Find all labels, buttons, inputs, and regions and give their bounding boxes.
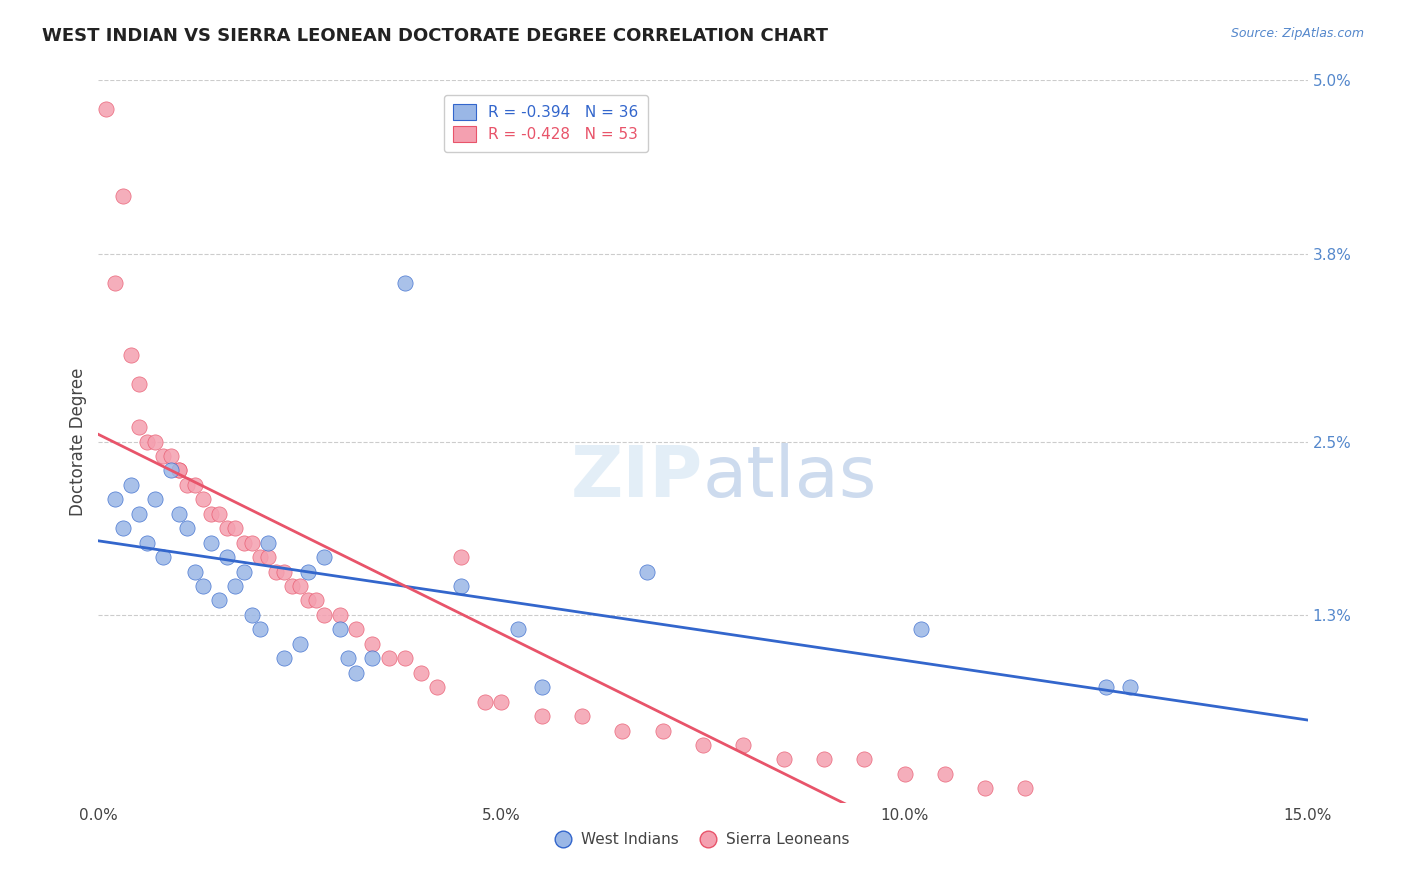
Point	[297, 565, 319, 579]
Point	[135, 434, 157, 449]
Point	[612, 723, 634, 738]
Point	[128, 376, 150, 391]
Point	[103, 492, 125, 507]
Point	[288, 579, 311, 593]
Point	[240, 607, 263, 622]
Point	[152, 550, 174, 565]
Point	[571, 709, 593, 723]
Point	[176, 521, 198, 535]
Point	[506, 623, 529, 637]
Point	[910, 623, 932, 637]
Point	[530, 709, 553, 723]
Point	[224, 521, 246, 535]
Point	[120, 478, 142, 492]
Point	[361, 637, 384, 651]
Point	[256, 550, 278, 565]
Point	[217, 521, 239, 535]
Point	[193, 579, 215, 593]
Point	[491, 695, 513, 709]
Point	[193, 492, 215, 507]
Point	[409, 665, 432, 680]
Point	[143, 492, 166, 507]
Point	[733, 738, 755, 752]
Point	[297, 593, 319, 607]
Legend: West Indians, Sierra Leoneans: West Indians, Sierra Leoneans	[550, 826, 856, 853]
Point	[1119, 680, 1142, 694]
Point	[200, 535, 222, 549]
Point	[692, 738, 714, 752]
Point	[329, 607, 352, 622]
Point	[208, 593, 231, 607]
Point	[772, 752, 794, 766]
Point	[128, 420, 150, 434]
Point	[893, 767, 915, 781]
Point	[135, 535, 157, 549]
Point	[813, 752, 835, 766]
Point	[167, 463, 190, 477]
Point	[934, 767, 956, 781]
Point	[636, 565, 658, 579]
Point	[143, 434, 166, 449]
Point	[160, 449, 183, 463]
Point	[344, 623, 367, 637]
Point	[314, 607, 336, 622]
Point	[264, 565, 287, 579]
Point	[167, 507, 190, 521]
Point	[305, 593, 328, 607]
Point	[152, 449, 174, 463]
Point	[853, 752, 876, 766]
Point	[232, 535, 254, 549]
Point	[103, 276, 125, 290]
Point	[361, 651, 384, 665]
Point	[288, 637, 311, 651]
Y-axis label: Doctorate Degree: Doctorate Degree	[69, 368, 87, 516]
Point	[281, 579, 304, 593]
Point	[273, 651, 295, 665]
Point	[120, 348, 142, 362]
Point	[176, 478, 198, 492]
Text: atlas: atlas	[703, 443, 877, 512]
Point	[394, 276, 416, 290]
Point	[1095, 680, 1118, 694]
Point	[377, 651, 399, 665]
Point	[1014, 781, 1036, 796]
Point	[530, 680, 553, 694]
Point	[450, 550, 472, 565]
Point	[232, 565, 254, 579]
Point	[974, 781, 997, 796]
Point	[256, 535, 278, 549]
Point	[224, 579, 246, 593]
Point	[200, 507, 222, 521]
Text: WEST INDIAN VS SIERRA LEONEAN DOCTORATE DEGREE CORRELATION CHART: WEST INDIAN VS SIERRA LEONEAN DOCTORATE …	[42, 27, 828, 45]
Point	[240, 535, 263, 549]
Point	[344, 665, 367, 680]
Point	[167, 463, 190, 477]
Point	[249, 550, 271, 565]
Point	[160, 463, 183, 477]
Point	[184, 565, 207, 579]
Point	[651, 723, 673, 738]
Point	[217, 550, 239, 565]
Point	[426, 680, 449, 694]
Point	[249, 623, 271, 637]
Point	[273, 565, 295, 579]
Point	[314, 550, 336, 565]
Point	[128, 507, 150, 521]
Point	[474, 695, 496, 709]
Point	[208, 507, 231, 521]
Text: Source: ZipAtlas.com: Source: ZipAtlas.com	[1230, 27, 1364, 40]
Point	[329, 623, 352, 637]
Text: ZIP: ZIP	[571, 443, 703, 512]
Point	[184, 478, 207, 492]
Point	[111, 189, 134, 203]
Point	[96, 102, 118, 116]
Point	[450, 579, 472, 593]
Point	[394, 651, 416, 665]
Point	[111, 521, 134, 535]
Point	[337, 651, 360, 665]
